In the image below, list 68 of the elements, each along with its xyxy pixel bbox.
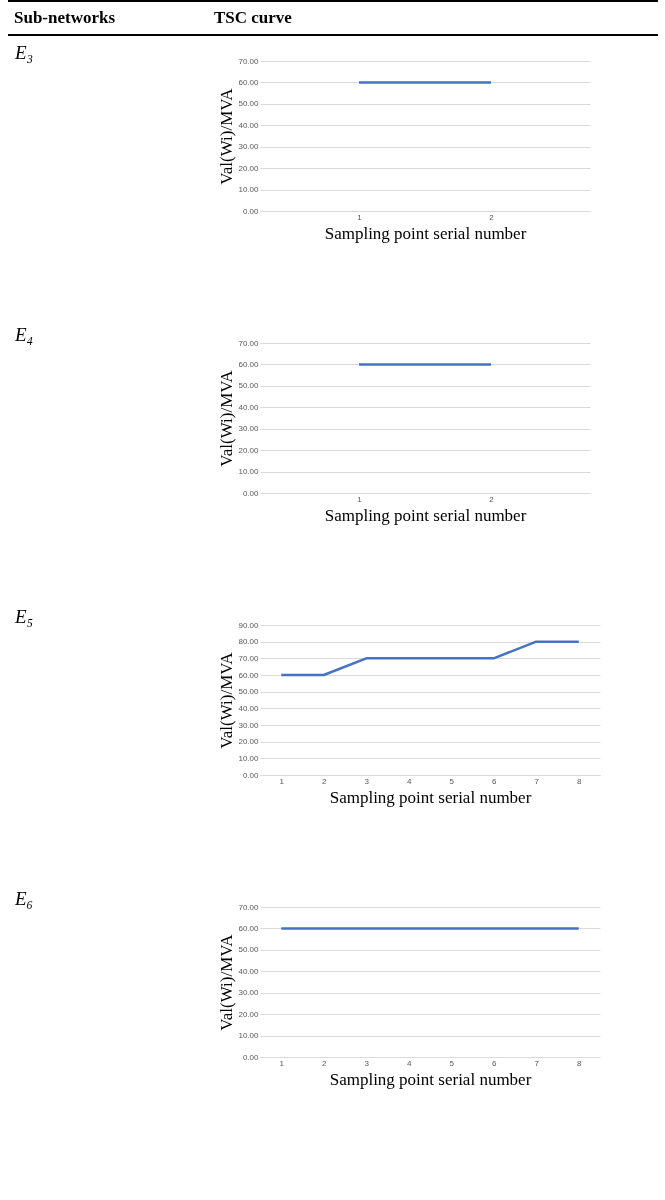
x-tick-label: 8 bbox=[577, 776, 583, 786]
y-tick-label: 20.00 bbox=[238, 445, 260, 455]
x-axis-title: Sampling point serial number bbox=[329, 787, 532, 807]
y-tick-label: 0.00 bbox=[242, 1052, 260, 1062]
y-tick-label: 30.00 bbox=[238, 720, 260, 730]
x-tick-label: 4 bbox=[407, 1058, 413, 1068]
y-tick-label: 80.00 bbox=[238, 637, 260, 647]
y-tick-label: 20.00 bbox=[238, 737, 260, 747]
y-tick-label: 0.00 bbox=[242, 488, 260, 498]
y-tick-label: 60.00 bbox=[238, 77, 260, 87]
y-tick-label: 20.00 bbox=[238, 1009, 260, 1019]
y-tick-label: 10.00 bbox=[238, 467, 260, 477]
text: E₃ bbox=[13, 42, 34, 63]
text: TSC curve bbox=[214, 8, 292, 28]
y-tick-label: 40.00 bbox=[238, 120, 260, 130]
y-tick-label: 50.00 bbox=[238, 99, 260, 109]
y-tick-label: 50.00 bbox=[238, 381, 260, 391]
y-tick-label: 10.00 bbox=[238, 185, 260, 195]
y-tick-label: 40.00 bbox=[238, 703, 260, 713]
x-axis-title: Sampling point serial number bbox=[324, 223, 527, 243]
x-tick-label: 7 bbox=[534, 1058, 540, 1068]
x-tick-label: 3 bbox=[364, 776, 370, 786]
y-tick-label: 60.00 bbox=[238, 359, 260, 369]
y-tick-label: 10.00 bbox=[238, 753, 260, 763]
x-tick-label: 4 bbox=[407, 776, 413, 786]
y-tick-label: 70.00 bbox=[238, 338, 260, 348]
text: E₅ bbox=[13, 606, 34, 627]
x-tick-label: 2 bbox=[322, 776, 328, 786]
y-tick-label: 40.00 bbox=[238, 966, 260, 976]
y-tick-label: 60.00 bbox=[238, 670, 260, 680]
y-tick-label: 50.00 bbox=[238, 945, 260, 955]
y-tick-label: 50.00 bbox=[238, 687, 260, 697]
y-tick-label: 70.00 bbox=[238, 653, 260, 663]
x-tick-label: 7 bbox=[534, 776, 540, 786]
x-tick-label: 5 bbox=[449, 1058, 455, 1068]
y-tick-label: 0.00 bbox=[242, 206, 260, 216]
x-tick-label: 5 bbox=[449, 776, 455, 786]
text: Sub-networks bbox=[13, 8, 117, 28]
x-tick-label: 1 bbox=[279, 776, 285, 786]
y-axis-title: Val(Wi)/MVA bbox=[217, 369, 237, 467]
x-tick-label: 2 bbox=[322, 1058, 328, 1068]
x-tick-label: 1 bbox=[279, 1058, 285, 1068]
x-tick-label: 2 bbox=[489, 494, 495, 504]
y-tick-label: 40.00 bbox=[238, 402, 260, 412]
x-tick-label: 1 bbox=[357, 494, 363, 504]
x-tick-label: 3 bbox=[364, 1058, 370, 1068]
y-axis-title: Val(Wi)/MVA bbox=[217, 87, 237, 185]
text: E₄ bbox=[13, 324, 34, 345]
y-tick-label: 10.00 bbox=[238, 1031, 260, 1041]
y-tick-label: 70.00 bbox=[238, 56, 260, 66]
text: E₆ bbox=[13, 888, 34, 909]
x-axis-title: Sampling point serial number bbox=[329, 1069, 532, 1089]
x-axis-title: Sampling point serial number bbox=[324, 505, 527, 525]
y-axis-title: Val(Wi)/MVA bbox=[217, 651, 237, 749]
x-tick-label: 8 bbox=[577, 1058, 583, 1068]
y-tick-label: 30.00 bbox=[238, 988, 260, 998]
y-axis-title: Val(Wi)/MVA bbox=[217, 933, 237, 1031]
x-tick-label: 6 bbox=[492, 776, 498, 786]
x-tick-label: 2 bbox=[489, 212, 495, 222]
x-tick-label: 1 bbox=[357, 212, 363, 222]
y-tick-label: 90.00 bbox=[238, 620, 260, 630]
y-tick-label: 30.00 bbox=[238, 424, 260, 434]
y-tick-label: 30.00 bbox=[238, 142, 260, 152]
y-tick-label: 20.00 bbox=[238, 163, 260, 173]
y-tick-label: 70.00 bbox=[238, 902, 260, 912]
y-tick-label: 60.00 bbox=[238, 923, 260, 933]
x-tick-label: 6 bbox=[492, 1058, 498, 1068]
y-tick-label: 0.00 bbox=[242, 770, 260, 780]
